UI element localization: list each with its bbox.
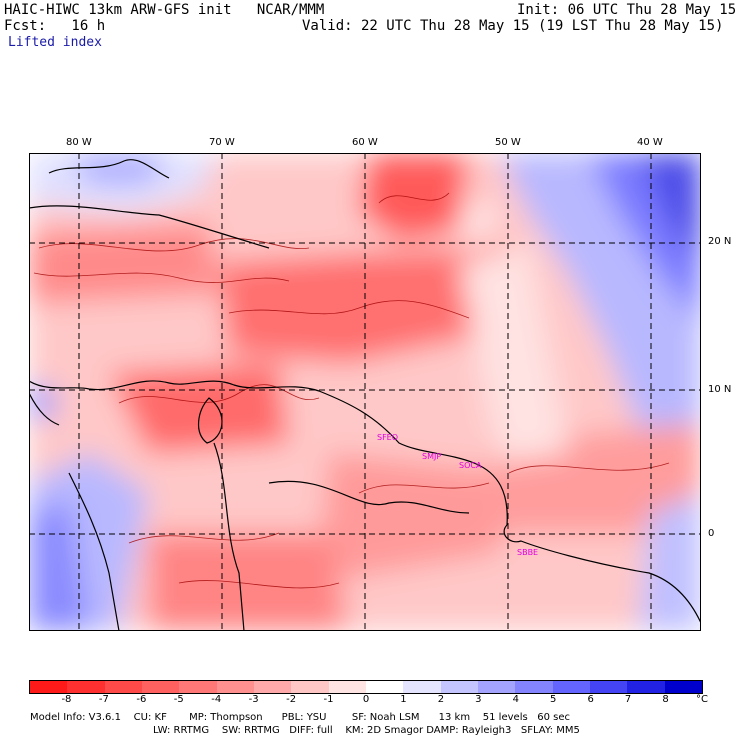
colorbar-swatch: [440, 681, 478, 693]
colorbar-tick-label: 5: [550, 694, 557, 705]
colorbar-tick-label: 6: [587, 694, 594, 705]
model-info-line2: LW: RRTMG SW: RRTMG DIFF: full KM: 2D Sm…: [153, 725, 580, 736]
colorbar-swatch: [291, 681, 329, 693]
station-sbbe: SBBE: [517, 548, 538, 557]
valid-time: Valid: 22 UTC Thu 28 May 15 (19 LST Thu …: [302, 18, 724, 34]
station-soca: SOCA: [459, 461, 482, 470]
lon-label-70w: 70 W: [209, 137, 235, 148]
lon-label-60w: 60 W: [352, 137, 378, 148]
colorbar-swatch: [552, 681, 590, 693]
colorbar-tick-label: -5: [173, 694, 184, 705]
colorbar-tick-label: 4: [512, 694, 519, 705]
lon-label-50w: 50 W: [495, 137, 521, 148]
colorbar-tick-label: -8: [61, 694, 72, 705]
colorbar-tick-label: -7: [98, 694, 109, 705]
colorbar-swatch: [141, 681, 180, 693]
colorbar-swatch: [627, 681, 665, 693]
colorbar-swatch: [477, 681, 516, 693]
colorbar-tick-label: 7: [624, 694, 632, 705]
colorbar-tick-label: 3: [475, 694, 482, 705]
colorbar-tick-label: 1: [400, 694, 407, 705]
station-smjp: SMJP: [422, 452, 441, 461]
init-time: Init: 06 UTC Thu 28 May 15: [517, 2, 737, 18]
model-info-line1: Model Info: V3.6.1 CU: KF MP: Thompson P…: [30, 712, 570, 723]
station-sfeo: SFEO: [377, 433, 398, 442]
shaded-field: [29, 153, 701, 631]
colorbar-swatch: [664, 681, 702, 693]
colorbar-tick-label: -1: [323, 694, 334, 705]
colorbar-tick-label: -4: [211, 694, 222, 705]
colorbar-swatch: [365, 681, 404, 693]
colorbar-tick-label: -2: [286, 694, 297, 705]
lon-label-40w: 40 W: [637, 137, 663, 148]
colorbar-unit: °C: [696, 694, 708, 705]
colorbar-tick-label: 0: [362, 694, 370, 705]
lifted-index-map: SFEO SMJP SOCA SBBE: [29, 153, 701, 631]
colorbar-swatch: [328, 681, 366, 693]
station-labels: SFEO SMJP SOCA SBBE: [377, 433, 538, 557]
colorbar-swatch: [30, 681, 68, 693]
colorbar-swatch: [67, 681, 105, 693]
model-title: HAIC-HIWC 13km ARW-GFS init NCAR/MMM: [4, 2, 325, 18]
forecast-hour: Fcst: 16 h: [4, 18, 106, 34]
lat-label-20n: 20 N: [708, 236, 732, 247]
colorbar-tick-label: -6: [136, 694, 147, 705]
colorbar-swatch: [403, 681, 441, 693]
field-name: Lifted index: [8, 35, 102, 50]
graticule: [29, 153, 701, 631]
colorbar-swatch: [253, 681, 292, 693]
lon-label-80w: 80 W: [66, 137, 92, 148]
lat-label-0: 0: [708, 528, 715, 539]
colorbar-swatch: [179, 681, 217, 693]
colorbar-swatch: [104, 681, 142, 693]
colorbar: [29, 680, 703, 694]
colorbar-tick-label: 8: [662, 694, 669, 705]
colorbar-swatch: [515, 681, 553, 693]
contour-lines: [33, 192, 670, 589]
colorbar-tick-label: 2: [437, 694, 445, 705]
colorbar-tick-label: -3: [248, 694, 259, 705]
colorbar-swatch: [589, 681, 628, 693]
lat-label-10n: 10 N: [708, 384, 732, 395]
coastlines: [29, 159, 701, 631]
colorbar-swatch: [216, 681, 254, 693]
